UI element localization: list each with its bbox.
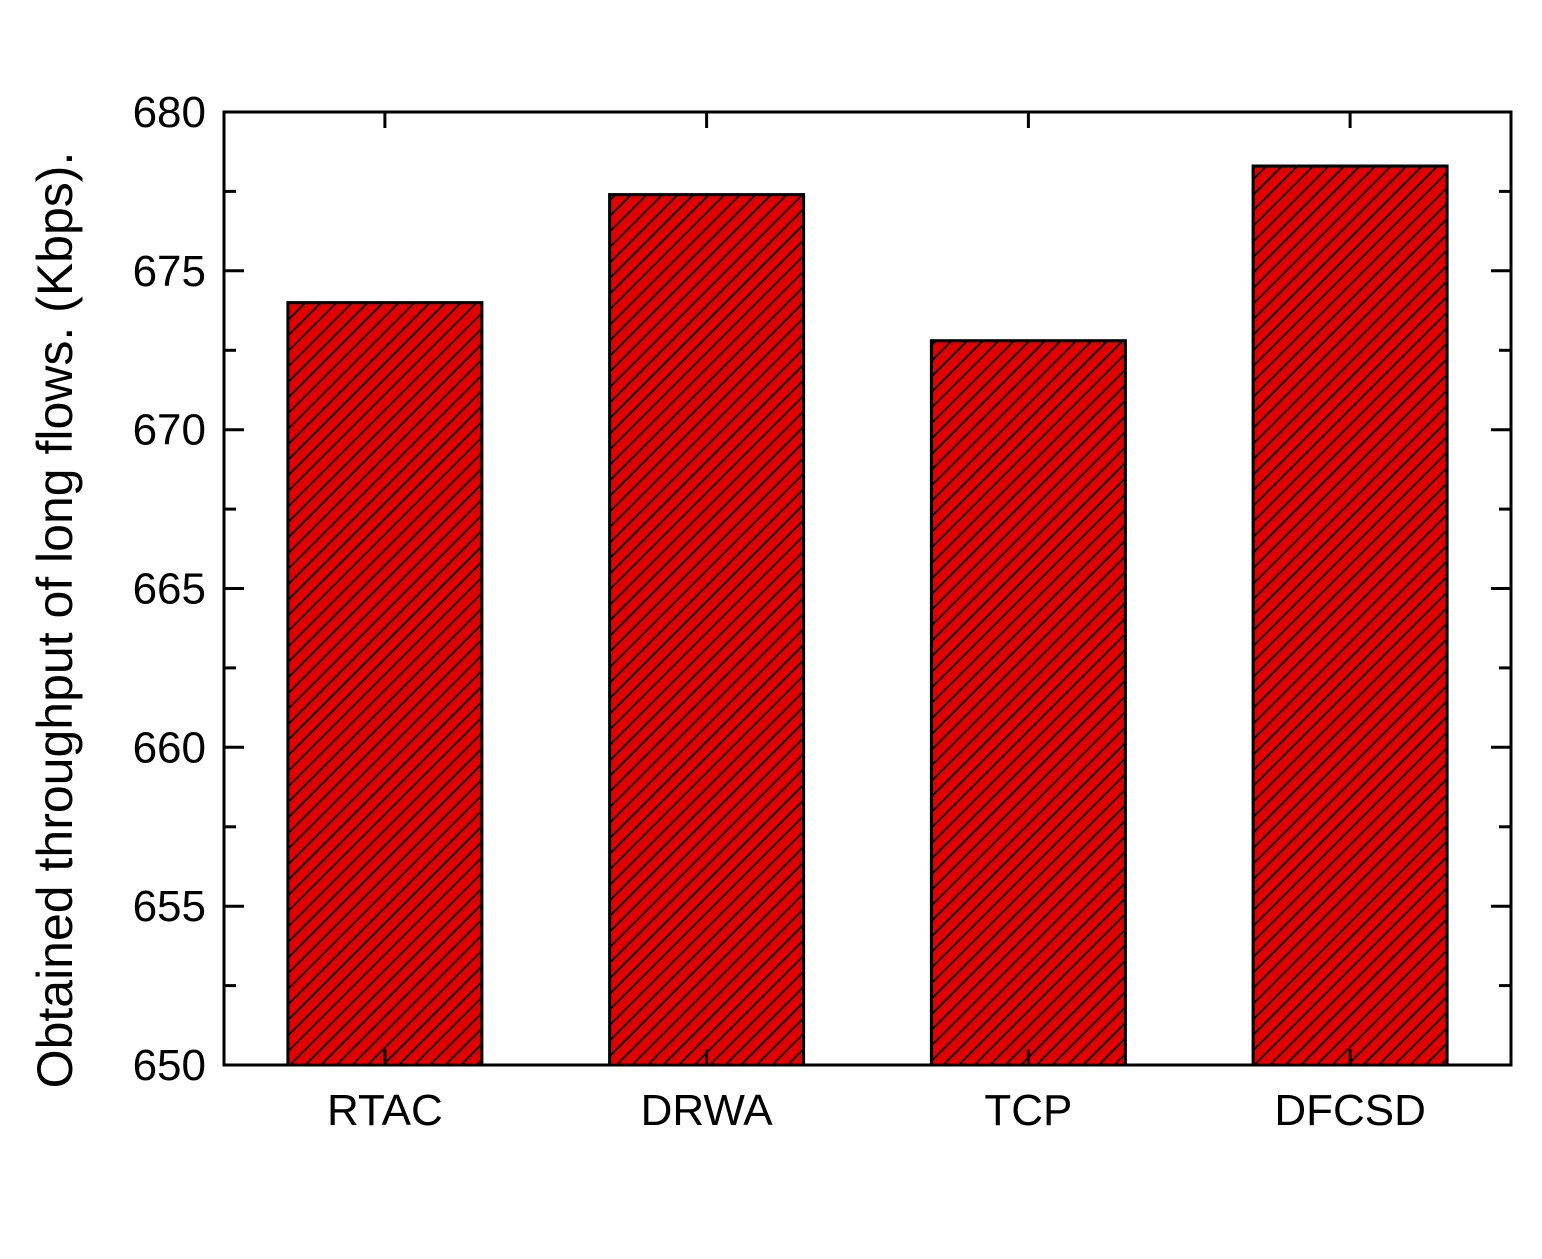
- y-tick-label: 675: [133, 247, 206, 296]
- x-tick-label: TCP: [984, 1086, 1072, 1135]
- y-tick-label: 655: [133, 882, 206, 931]
- y-tick-labels: 650 655 660 665 670 675 680: [133, 88, 206, 1090]
- x-tick-label: RTAC: [327, 1086, 443, 1135]
- x-category-labels: RTAC DRWA TCP DFCSD: [327, 1086, 1426, 1135]
- bar-dfcsd: [1251, 164, 1449, 1067]
- bar-tcp: [929, 339, 1127, 1067]
- y-axis-title: Obtained throughput of long flows. (Kbps…: [27, 152, 83, 1089]
- y-tick-label: 670: [133, 406, 206, 455]
- y-tick-label: 650: [133, 1041, 206, 1090]
- bars-layer: [286, 164, 1449, 1067]
- y-tick-label: 660: [133, 723, 206, 772]
- y-tick-label: 680: [133, 88, 206, 137]
- plot-frame: [222, 110, 1513, 1067]
- y-tick-label: 665: [133, 565, 206, 614]
- x-tick-label: DFCSD: [1274, 1086, 1426, 1135]
- bar-rtac: [286, 301, 484, 1067]
- x-tick-label: DRWA: [641, 1086, 774, 1135]
- bar-drwa: [608, 193, 806, 1067]
